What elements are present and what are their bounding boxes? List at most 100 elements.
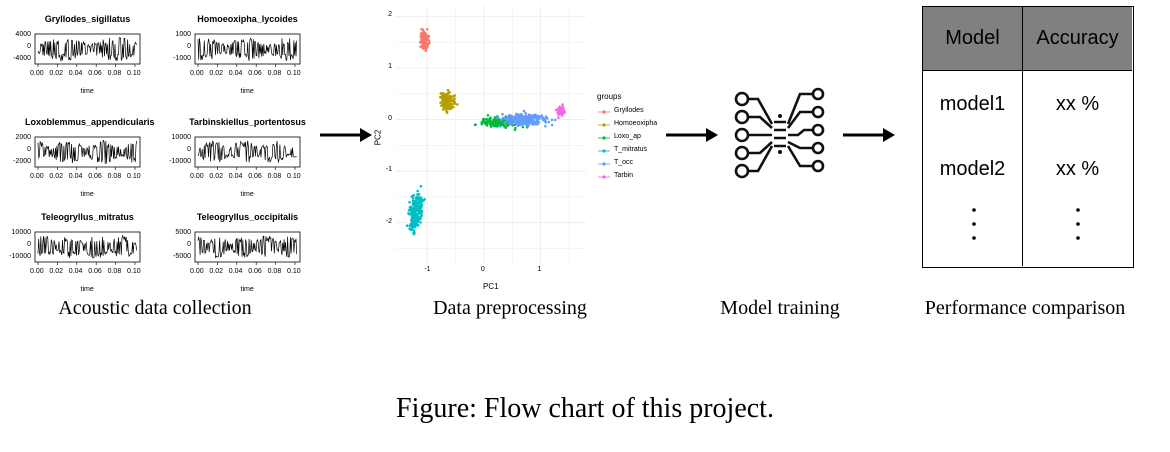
pca-point xyxy=(538,115,542,118)
pca-point xyxy=(550,123,554,127)
pca-point xyxy=(412,223,415,227)
waveform-x-tick: 0.10 xyxy=(287,268,301,275)
pca-point xyxy=(417,192,421,196)
pca-point xyxy=(415,208,418,212)
waveform-x-tick: 0.00 xyxy=(190,70,204,77)
pca-point xyxy=(410,225,414,229)
pca-point xyxy=(426,38,430,41)
pca-point xyxy=(534,113,537,117)
pca-point xyxy=(446,88,450,92)
waveform-y-tick: -5000 xyxy=(173,253,191,260)
pca-point xyxy=(480,122,484,126)
pca-y-tick: 1 xyxy=(388,62,392,70)
legend-swatch-dot xyxy=(602,110,606,114)
waveform-x-tick: 0.06 xyxy=(88,268,102,275)
pca-point xyxy=(537,120,540,124)
pca-point xyxy=(544,120,548,124)
pca-point xyxy=(474,123,477,126)
pca-point xyxy=(525,114,528,118)
figure-caption: Figure: Flow chart of this project. xyxy=(396,393,774,424)
pca-point xyxy=(448,91,451,94)
waveform-title: Tarbinskiellus_portentosus xyxy=(189,117,306,127)
pca-point xyxy=(449,103,452,106)
waveform-x-tick: 0.10 xyxy=(127,268,141,275)
pca-point xyxy=(412,231,415,235)
waveform-x-tick: 0.02 xyxy=(209,268,224,275)
waveform-x-tick: 0.02 xyxy=(209,70,224,77)
pca-point xyxy=(505,115,509,119)
pca-point xyxy=(411,196,415,200)
legend-swatch xyxy=(598,149,610,153)
waveform-plot xyxy=(194,231,301,265)
waveform-frame xyxy=(194,231,301,263)
pca-point xyxy=(505,117,509,121)
waveform-y-tick: 2000 xyxy=(15,134,31,141)
legend-title: groups xyxy=(597,92,622,101)
pca-point xyxy=(501,112,504,116)
pca-point xyxy=(536,114,540,118)
waveform-y-tick: 1000 xyxy=(175,31,191,38)
waveform-frame xyxy=(194,33,301,65)
pca-point xyxy=(424,37,428,41)
waveform-x-tick: 0.04 xyxy=(68,268,83,275)
waveform-x-tick: 0.04 xyxy=(228,173,243,180)
waveform-signal xyxy=(37,234,138,259)
pca-point xyxy=(407,212,411,216)
pca-point xyxy=(439,92,443,95)
pca-point xyxy=(416,212,420,215)
pca-point xyxy=(411,203,415,206)
pca-point xyxy=(503,117,507,120)
pca-y-tick: 0 xyxy=(388,114,392,122)
waveform-y-tick: 0 xyxy=(187,241,191,248)
vertical-ellipsis-icon xyxy=(972,208,976,240)
pca-point xyxy=(444,108,448,111)
waveform-x-tick: 0.00 xyxy=(30,70,44,77)
pca-point xyxy=(557,110,561,113)
waveform-y-tick: 0 xyxy=(27,43,31,50)
pca-point xyxy=(452,105,455,109)
waveform-x-tick: 0.04 xyxy=(68,173,83,180)
pca-point xyxy=(412,210,415,213)
waveform-x-tick: 0.10 xyxy=(127,173,141,180)
waveform-x-tick: 0.00 xyxy=(30,173,44,180)
pca-y-tick: 2 xyxy=(388,11,392,19)
legend-swatch-dot xyxy=(602,149,606,153)
pca-point xyxy=(492,119,496,122)
waveform-x-tick: 0.08 xyxy=(107,70,122,77)
pca-point xyxy=(523,116,526,120)
pca-point xyxy=(453,100,457,104)
pca-point xyxy=(419,214,423,218)
pca-point xyxy=(536,122,539,126)
waveform-y-tick: -2000 xyxy=(13,158,31,165)
waveform-signal xyxy=(197,235,298,259)
pca-point xyxy=(517,113,520,116)
pca-point xyxy=(542,117,546,120)
arrow-right-icon xyxy=(320,128,372,142)
pca-point xyxy=(420,28,423,31)
table-column-divider xyxy=(1022,7,1023,266)
pca-point xyxy=(534,120,538,124)
waveform-x-axis-label: time xyxy=(240,286,254,293)
pca-point xyxy=(424,32,427,36)
pca-point xyxy=(444,98,448,102)
pca-point xyxy=(456,103,459,106)
pca-point xyxy=(498,125,502,128)
pca-point xyxy=(522,119,525,123)
waveform-y-tick: -1000 xyxy=(173,55,191,62)
pca-point xyxy=(412,218,415,222)
pca-point xyxy=(425,28,429,31)
pca-point xyxy=(522,109,526,113)
pca-point xyxy=(412,206,416,210)
pca-point xyxy=(420,35,423,38)
legend-item-label: Loxo_ap xyxy=(614,133,641,140)
legend-swatch-dot xyxy=(602,123,606,127)
pca-point xyxy=(409,222,413,226)
pca-point xyxy=(488,118,492,122)
pca-point xyxy=(410,220,414,223)
pca-point xyxy=(500,118,503,121)
pca-point xyxy=(506,124,509,127)
pca-point xyxy=(553,118,557,122)
pca-point xyxy=(492,124,496,128)
waveform-title: Gryllodes_sigillatus xyxy=(44,14,131,24)
pca-point xyxy=(408,227,411,230)
